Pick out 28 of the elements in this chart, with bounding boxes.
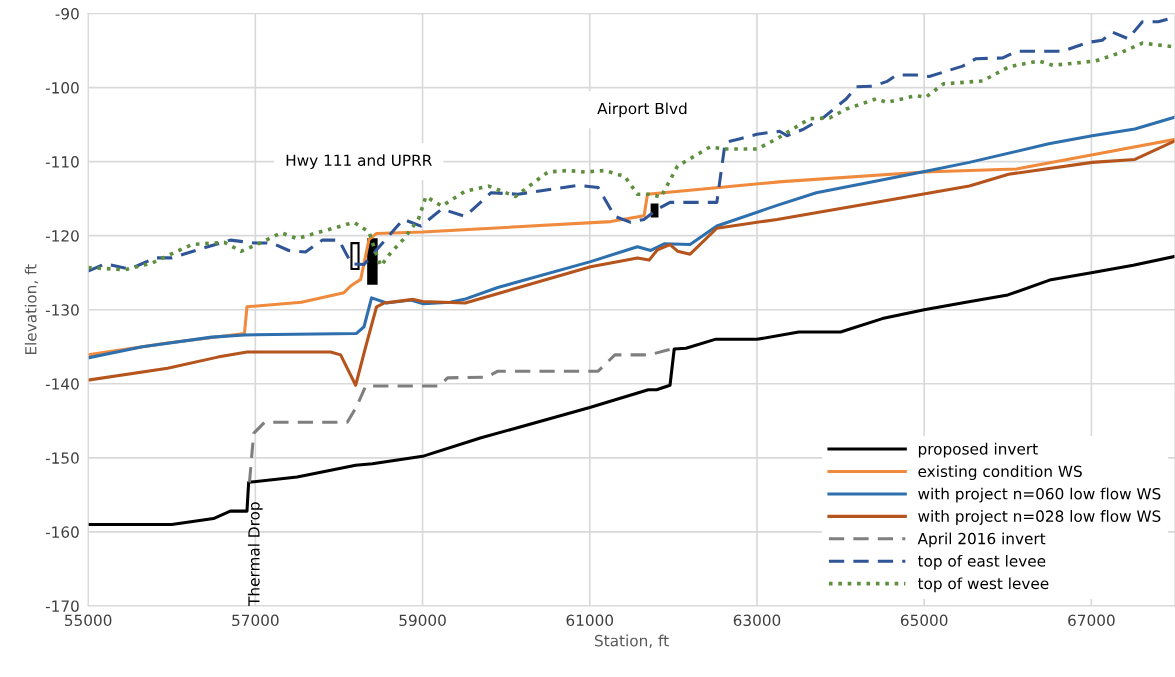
annotation: Hwy 111 and UPRR	[286, 154, 432, 170]
x-tick-label: 59000	[399, 614, 446, 627]
x-tick-label: 55000	[65, 614, 112, 627]
legend-label: with project n=060 low flow WS	[918, 487, 1161, 503]
legend-label: proposed invert	[918, 442, 1038, 458]
x-tick-label: 65000	[900, 614, 948, 627]
x-tick-label: 61000	[566, 614, 614, 627]
x-tick-label: 67000	[1068, 614, 1115, 627]
x-axis-title: Station, ft	[595, 634, 669, 648]
legend-label: top of west levee	[917, 577, 1049, 593]
legend-label: with project n=028 low flow WS	[918, 510, 1161, 525]
annotation: Airport Blvd	[597, 102, 687, 118]
y-tick-label: -110	[45, 156, 79, 168]
y-tick-label: -90	[55, 8, 79, 20]
x-tick-label: 57000	[232, 614, 279, 627]
y-tick-label: -170	[45, 600, 79, 612]
y-tick-label: -130	[45, 304, 79, 316]
legend-label: top of east levee	[917, 554, 1046, 570]
y-tick-label: -120	[45, 230, 79, 242]
y-tick-label: -140	[45, 378, 79, 390]
y-tick-label: -160	[45, 526, 79, 538]
y-tick-label: -150	[45, 452, 79, 464]
y-axis-title: Elevation, ft	[24, 264, 39, 355]
annotation: Thermal Drop	[247, 502, 263, 606]
legend-label: April 2016 invert	[917, 532, 1046, 548]
legend-label: existing condition WS	[918, 465, 1082, 481]
x-tick-label: 63000	[733, 614, 781, 627]
y-tick-label: -100	[45, 82, 79, 94]
